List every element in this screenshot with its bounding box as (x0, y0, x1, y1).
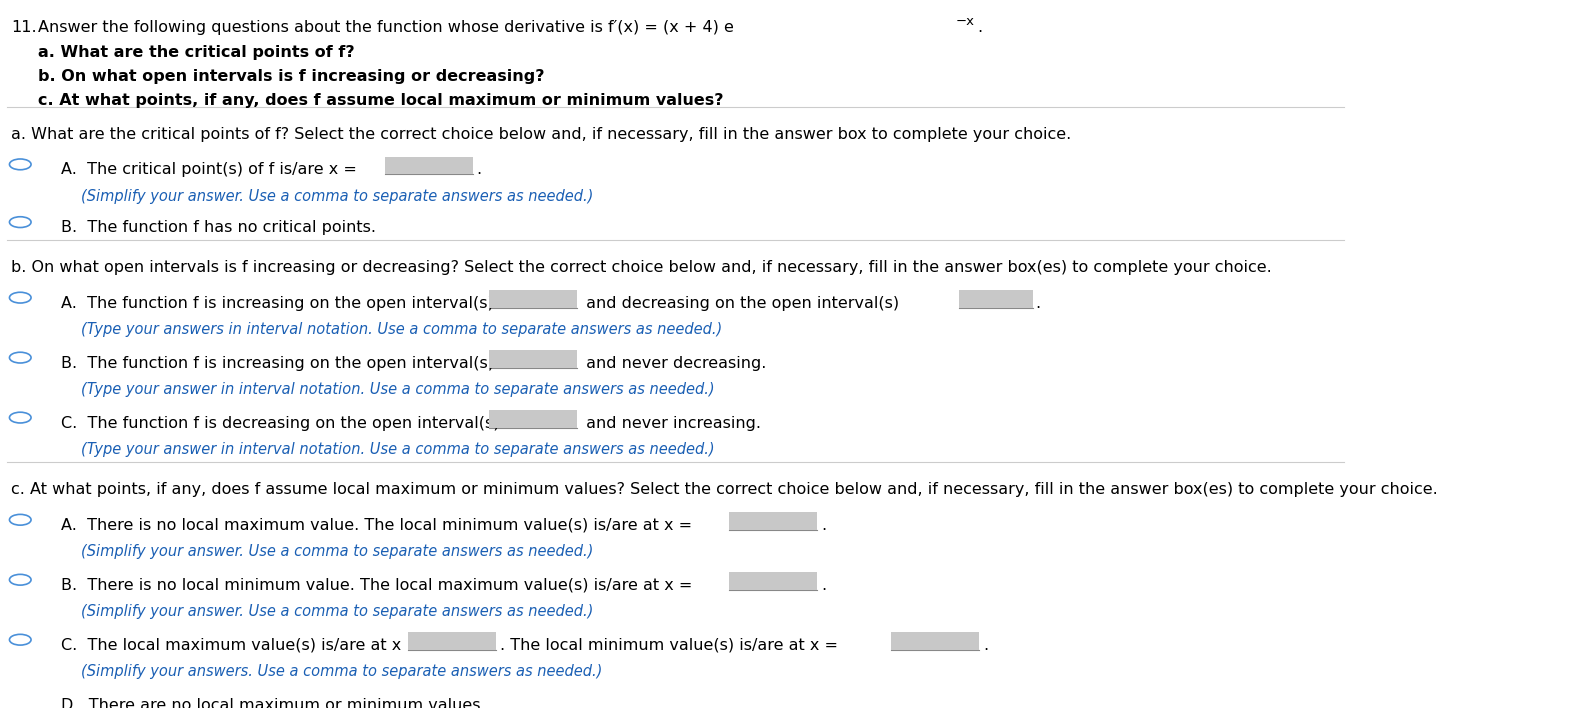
Text: B.  The function f has no critical points.: B. The function f has no critical points… (61, 220, 375, 235)
Text: B.  The function f is increasing on the open interval(s): B. The function f is increasing on the o… (61, 355, 499, 370)
Text: Answer the following questions about the function whose derivative is f′(x) = (x: Answer the following questions about the… (38, 21, 733, 35)
FancyBboxPatch shape (408, 632, 496, 650)
Text: .: . (978, 21, 983, 35)
Text: D.  There are no local maximum or minimum values.: D. There are no local maximum or minimum… (61, 697, 485, 708)
FancyBboxPatch shape (959, 290, 1033, 308)
Text: (Simplify your answers. Use a comma to separate answers as needed.): (Simplify your answers. Use a comma to s… (82, 664, 603, 680)
Text: −x: −x (956, 15, 975, 28)
Text: a. What are the critical points of f?: a. What are the critical points of f? (38, 45, 355, 59)
FancyBboxPatch shape (892, 632, 980, 650)
Text: A.  The critical point(s) of f is/are x =: A. The critical point(s) of f is/are x = (61, 162, 361, 177)
FancyBboxPatch shape (385, 157, 473, 174)
Text: and never increasing.: and never increasing. (581, 416, 760, 430)
Text: (Type your answer in interval notation. Use a comma to separate answers as neede: (Type your answer in interval notation. … (82, 442, 714, 457)
Text: (Type your answer in interval notation. Use a comma to separate answers as neede: (Type your answer in interval notation. … (82, 382, 714, 397)
Text: A.  The function f is increasing on the open interval(s): A. The function f is increasing on the o… (61, 296, 499, 311)
Text: B.  There is no local minimum value. The local maximum value(s) is/are at x =: B. There is no local minimum value. The … (61, 578, 697, 593)
Text: . The local minimum value(s) is/are at x =: . The local minimum value(s) is/are at x… (499, 638, 843, 653)
FancyBboxPatch shape (728, 572, 816, 590)
Text: .: . (821, 518, 826, 532)
FancyBboxPatch shape (488, 410, 576, 428)
Text: b. On what open intervals is f increasing or decreasing? Select the correct choi: b. On what open intervals is f increasin… (11, 260, 1272, 275)
Text: c. At what points, if any, does f assume local maximum or minimum values?: c. At what points, if any, does f assume… (38, 93, 724, 108)
Text: .: . (1036, 296, 1041, 311)
Text: (Simplify your answer. Use a comma to separate answers as needed.): (Simplify your answer. Use a comma to se… (82, 544, 593, 559)
Text: (Simplify your answer. Use a comma to separate answers as needed.): (Simplify your answer. Use a comma to se… (82, 189, 593, 204)
Text: 11.: 11. (11, 21, 36, 35)
Text: (Type your answers in interval notation. Use a comma to separate answers as need: (Type your answers in interval notation.… (82, 322, 722, 337)
Text: .: . (477, 162, 482, 177)
Text: C.  The local maximum value(s) is/are at x =: C. The local maximum value(s) is/are at … (61, 638, 425, 653)
Text: and never decreasing.: and never decreasing. (581, 355, 766, 370)
Text: (Simplify your answer. Use a comma to separate answers as needed.): (Simplify your answer. Use a comma to se… (82, 605, 593, 620)
Text: b. On what open intervals is f increasing or decreasing?: b. On what open intervals is f increasin… (38, 69, 545, 84)
Text: c. At what points, if any, does f assume local maximum or minimum values? Select: c. At what points, if any, does f assume… (11, 482, 1438, 497)
Text: .: . (821, 578, 826, 593)
FancyBboxPatch shape (728, 513, 816, 530)
Text: a. What are the critical points of f? Select the correct choice below and, if ne: a. What are the critical points of f? Se… (11, 127, 1071, 142)
Text: .: . (983, 638, 988, 653)
FancyBboxPatch shape (488, 290, 576, 308)
Text: and decreasing on the open interval(s): and decreasing on the open interval(s) (581, 296, 904, 311)
Text: C.  The function f is decreasing on the open interval(s): C. The function f is decreasing on the o… (61, 416, 504, 430)
FancyBboxPatch shape (488, 350, 576, 367)
Text: A.  There is no local maximum value. The local minimum value(s) is/are at x =: A. There is no local maximum value. The … (61, 518, 697, 532)
